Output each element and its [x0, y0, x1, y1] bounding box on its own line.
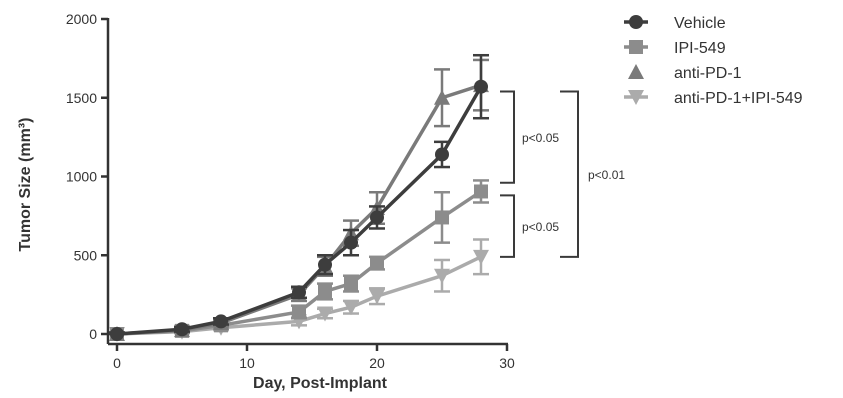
significance-bracket — [560, 90, 579, 258]
x-tick-label: 20 — [369, 355, 385, 371]
ticks: 0 500 1000 1500 2000 0 10 20 30 — [66, 11, 515, 371]
data-point — [474, 184, 488, 199]
y-tick-label: 500 — [74, 247, 98, 263]
legend-marker — [629, 15, 643, 29]
data-point — [318, 257, 332, 272]
x-tick-label: 0 — [113, 355, 121, 371]
x-axis-title: Day, Post-Implant — [253, 375, 388, 392]
data-point — [344, 235, 358, 250]
legend-marker — [629, 40, 643, 54]
legend-label: IPI-549 — [674, 40, 726, 57]
significance-annotations: p<0.05 p<0.05 p<0.01 — [500, 90, 625, 258]
y-axis-title: Tumor Size (mm³) — [17, 118, 34, 252]
data-point — [292, 304, 306, 319]
series-vehicle — [109, 53, 489, 341]
significance-label: p<0.01 — [588, 168, 625, 182]
data-point — [317, 306, 333, 322]
data-point — [110, 327, 124, 341]
legend: Vehicle IPI-549 anti-PD-1 anti-PD-1+IPI-549 — [624, 15, 803, 107]
y-tick-label: 1000 — [66, 169, 97, 185]
y-tick-label: 2000 — [66, 11, 97, 27]
data-point — [318, 284, 332, 299]
data-point — [214, 314, 228, 329]
legend-label: Vehicle — [674, 15, 726, 32]
data-point — [370, 256, 384, 271]
legend-label: anti-PD-1 — [674, 65, 742, 82]
legend-label: anti-PD-1+IPI-549 — [674, 90, 803, 107]
data-point — [370, 210, 384, 225]
x-tick-label: 30 — [499, 355, 515, 371]
data-point — [474, 79, 488, 94]
data-point — [292, 285, 306, 300]
significance-label: p<0.05 — [522, 220, 559, 234]
series-ipi-549 — [109, 179, 489, 341]
data-point — [434, 268, 450, 284]
data-point — [344, 276, 358, 291]
data-point — [435, 147, 449, 162]
x-tick-label: 10 — [239, 355, 255, 371]
legend-marker — [628, 90, 644, 105]
significance-bracket — [500, 90, 515, 184]
series-group — [109, 53, 489, 342]
data-point — [473, 249, 489, 265]
legend-marker — [628, 64, 644, 79]
data-point — [369, 289, 385, 305]
data-point — [343, 300, 359, 316]
data-point — [434, 89, 450, 105]
significance-label: p<0.05 — [522, 131, 559, 145]
y-tick-label: 1500 — [66, 90, 97, 106]
axes — [106, 18, 508, 346]
y-tick-label: 0 — [89, 326, 97, 342]
significance-bracket — [500, 194, 515, 258]
data-point — [435, 210, 449, 225]
data-point — [175, 322, 189, 337]
